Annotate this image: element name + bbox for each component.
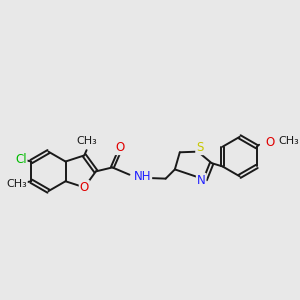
Text: N: N <box>197 174 206 187</box>
Text: NH: NH <box>134 170 151 183</box>
Text: CH₃: CH₃ <box>6 179 27 189</box>
Text: CH₃: CH₃ <box>76 136 97 146</box>
Text: O: O <box>80 181 89 194</box>
Text: Cl: Cl <box>15 153 27 167</box>
Text: CH₃: CH₃ <box>279 136 300 146</box>
Text: O: O <box>265 136 274 148</box>
Text: S: S <box>196 141 204 154</box>
Text: O: O <box>116 141 125 154</box>
